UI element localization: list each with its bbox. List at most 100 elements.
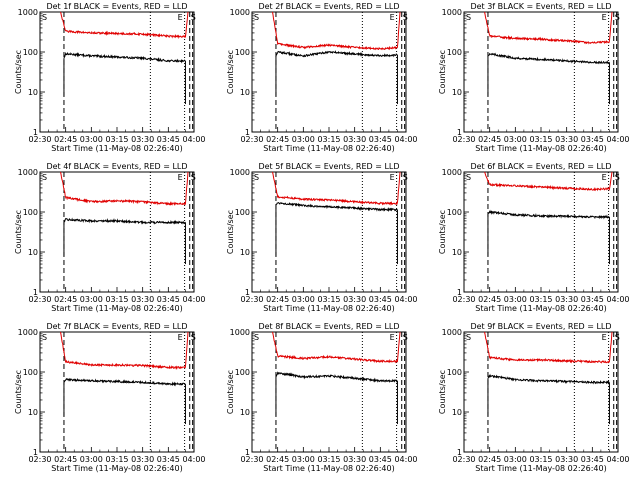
start-marker-label: S — [254, 13, 259, 22]
y-tick-label: 100 — [23, 368, 38, 377]
x-axis-label: Start Time (11-May-08 02:26:40) — [51, 464, 182, 473]
panel-det-7f: Det 7f BLACK = Events, RED = LLD 1 10 100 10… — [14, 322, 206, 473]
panel-title: Det 8f BLACK = Events, RED = LLD — [258, 322, 399, 331]
x-tick-label: 02:30 — [240, 295, 263, 304]
start-marker-label: S — [466, 333, 471, 342]
start-marker-label: S — [466, 13, 471, 22]
x-axis-label: Start Time (11-May-08 02:26:40) — [475, 144, 606, 153]
x-tick-label: 04:00 — [606, 295, 629, 304]
events-series-line — [487, 209, 610, 220]
lld-series-line — [484, 171, 613, 192]
lld-series-line — [272, 171, 401, 207]
start-marker-label: S — [615, 173, 620, 182]
x-tick-label: 03:15 — [317, 135, 340, 144]
x-tick-label: 03:30 — [343, 295, 366, 304]
x-tick-label: 03:00 — [80, 135, 103, 144]
x-tick-label: 03:00 — [292, 135, 315, 144]
x-tick-label: 04:00 — [182, 135, 205, 144]
y-tick-label: 1000 — [18, 328, 38, 337]
y-tick-label: 1 — [245, 448, 250, 457]
lld-series-line — [484, 11, 613, 45]
end-marker-label: E — [178, 333, 183, 342]
plot-frame — [463, 331, 619, 453]
plot-frame — [251, 171, 407, 293]
end-marker-label: E — [390, 13, 395, 22]
y-axis-label: Counts/sec — [14, 370, 23, 414]
plot-frame — [463, 11, 619, 133]
panel-det-9f: Det 9f BLACK = Events, RED = LLD 1 10 100 10… — [438, 322, 630, 473]
x-tick-label: 02:45 — [478, 455, 501, 464]
x-tick-label: 03:00 — [80, 455, 103, 464]
y-tick-label: 1000 — [442, 8, 462, 17]
x-tick-label: 03:30 — [131, 455, 154, 464]
y-axis-label: Counts/sec — [226, 210, 235, 254]
lld-series-line — [60, 331, 189, 371]
x-axis-label: Start Time (11-May-08 02:26:40) — [263, 144, 394, 153]
x-tick-label: 03:30 — [555, 455, 578, 464]
panel-det-8f: Det 8f BLACK = Events, RED = LLD 1 10 100 10… — [226, 322, 418, 473]
x-tick-label: 03:45 — [369, 295, 392, 304]
y-tick-label: 10 — [28, 248, 38, 257]
panel-title: Det 4f BLACK = Events, RED = LLD — [46, 162, 187, 171]
y-axis-label: Counts/sec — [14, 210, 23, 254]
panel-title: Det 7f BLACK = Events, RED = LLD — [46, 322, 187, 331]
y-tick-label: 10 — [240, 248, 250, 257]
end-marker-label: E — [178, 173, 183, 182]
y-tick-label: 100 — [23, 208, 38, 217]
x-tick-label: 02:45 — [266, 135, 289, 144]
x-tick-label: 03:00 — [504, 135, 527, 144]
y-tick-label: 10 — [240, 408, 250, 417]
y-tick-label: 10 — [240, 88, 250, 97]
x-tick-label: 02:30 — [28, 295, 51, 304]
x-tick-label: 02:45 — [54, 295, 77, 304]
x-tick-label: 04:00 — [606, 455, 629, 464]
x-tick-label: 02:45 — [266, 455, 289, 464]
x-tick-label: 02:45 — [54, 135, 77, 144]
plot-frame — [251, 331, 407, 453]
y-tick-label: 10 — [452, 248, 462, 257]
y-tick-label: 1 — [33, 448, 38, 457]
x-axis-label: Start Time (11-May-08 02:26:40) — [475, 464, 606, 473]
y-tick-label: 100 — [447, 368, 462, 377]
panel-title: Det 6f BLACK = Events, RED = LLD — [470, 162, 611, 171]
x-tick-label: 03:00 — [292, 455, 315, 464]
y-tick-label: 100 — [235, 48, 250, 57]
end-marker-label: E — [390, 333, 395, 342]
x-tick-label: 03:15 — [529, 455, 552, 464]
x-tick-label: 03:15 — [317, 295, 340, 304]
panel-title: Det 2f BLACK = Events, RED = LLD — [258, 2, 399, 11]
y-tick-label: 1000 — [230, 328, 250, 337]
panel-det-4f: Det 4f BLACK = Events, RED = LLD 1 10 100 10… — [14, 162, 206, 313]
events-series-line — [63, 217, 186, 225]
y-tick-label: 1 — [33, 288, 38, 297]
start-marker-label: S — [42, 333, 47, 342]
x-tick-label: 03:15 — [105, 455, 128, 464]
end-marker-label: E — [602, 173, 607, 182]
x-axis-label: Start Time (11-May-08 02:26:40) — [475, 304, 606, 313]
x-tick-label: 02:30 — [240, 135, 263, 144]
x-axis-label: Start Time (11-May-08 02:26:40) — [263, 464, 394, 473]
x-tick-label: 03:15 — [529, 295, 552, 304]
start-marker-label: S — [42, 13, 47, 22]
y-tick-label: 1 — [245, 288, 250, 297]
x-tick-label: 02:45 — [266, 295, 289, 304]
end-marker-label: E — [602, 333, 607, 342]
events-series-line — [487, 52, 610, 65]
x-tick-label: 03:00 — [292, 295, 315, 304]
x-tick-label: 03:45 — [581, 135, 604, 144]
y-tick-label: 1 — [457, 288, 462, 297]
x-tick-label: 03:45 — [157, 135, 180, 144]
y-axis-label: Counts/sec — [438, 370, 447, 414]
x-tick-label: 03:45 — [369, 135, 392, 144]
start-marker-label: S — [42, 173, 47, 182]
start-marker-label: S — [191, 13, 196, 22]
y-tick-label: 100 — [235, 208, 250, 217]
x-tick-label: 03:15 — [317, 455, 340, 464]
lld-series-line — [60, 11, 189, 39]
y-axis-label: Counts/sec — [14, 50, 23, 94]
lld-series-line — [60, 171, 189, 206]
end-marker-label: E — [390, 173, 395, 182]
x-tick-label: 03:45 — [157, 295, 180, 304]
x-tick-label: 03:30 — [131, 135, 154, 144]
